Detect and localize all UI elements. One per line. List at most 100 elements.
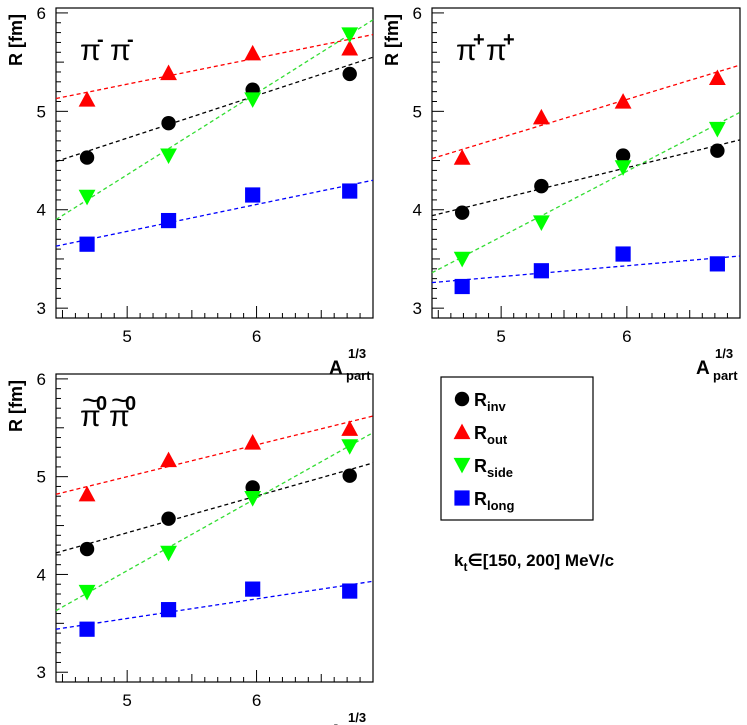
x-tick-label: 5 bbox=[122, 691, 131, 710]
data-point-r-out bbox=[78, 91, 96, 107]
x-axis-sub: part bbox=[713, 368, 738, 383]
data-point-r-out bbox=[453, 149, 471, 165]
fit-line-r-long bbox=[431, 255, 741, 284]
y-tick-label: 5 bbox=[413, 102, 422, 121]
legend-sub: side bbox=[487, 465, 513, 480]
data-point-r-inv bbox=[342, 468, 357, 483]
legend-label-out: Rout bbox=[474, 423, 508, 447]
tilde-mark: ~ bbox=[111, 384, 129, 417]
panel-title: π0π0 bbox=[80, 393, 136, 433]
fit-line-r-side bbox=[55, 432, 374, 612]
data-point-r-side bbox=[244, 92, 262, 108]
fit-line-r-long bbox=[55, 580, 374, 630]
kt-range: ∈[150, 200] MeV/c bbox=[467, 551, 614, 570]
x-tick-label: 6 bbox=[252, 327, 261, 346]
panel-title: π-π- bbox=[80, 29, 134, 67]
x-axis-sup: 1/3 bbox=[348, 710, 366, 725]
panel-title-sup2: 0 bbox=[125, 393, 136, 415]
legend-sub: inv bbox=[487, 399, 507, 414]
fit-line-r-out bbox=[55, 415, 374, 495]
data-point-r-side bbox=[341, 27, 359, 43]
panel-title-sup2: - bbox=[127, 29, 134, 51]
data-point-r-inv bbox=[454, 205, 470, 220]
data-point-r-inv bbox=[161, 511, 176, 526]
panel-title-main2: π bbox=[486, 34, 507, 67]
kt-symbol: k bbox=[454, 551, 464, 570]
data-point-r-long bbox=[342, 183, 358, 199]
panel-title-sup2: + bbox=[503, 29, 515, 51]
data-point-r-inv bbox=[245, 480, 260, 495]
fit-line-r-inv bbox=[431, 139, 741, 217]
fit-line-r-long bbox=[55, 179, 374, 247]
x-axis-base: A bbox=[329, 358, 343, 379]
panel-title-sup: 0 bbox=[96, 393, 107, 415]
data-point-r-side bbox=[244, 491, 262, 507]
data-point-r-out bbox=[708, 69, 726, 86]
y-axis-label: R [fm] bbox=[6, 14, 26, 66]
kt-range-label: kt∈[150, 200] MeV/c bbox=[454, 551, 614, 574]
panel-title-main2: π bbox=[110, 34, 131, 67]
x-axis-sup: 1/3 bbox=[715, 346, 733, 361]
y-tick-label: 6 bbox=[413, 4, 422, 23]
legend-label-side: Rside bbox=[474, 456, 513, 480]
panel-title-main: π bbox=[456, 34, 477, 67]
x-axis-sub: part bbox=[346, 368, 371, 383]
data-point-r-inv bbox=[161, 115, 176, 131]
legend-marker-inv bbox=[454, 391, 470, 407]
data-point-r-side bbox=[78, 584, 96, 601]
legend-symbol: R bbox=[474, 489, 487, 509]
fit-line-r-inv bbox=[55, 56, 374, 163]
legend-sub: out bbox=[487, 432, 508, 447]
data-point-r-out bbox=[160, 64, 177, 81]
y-tick-label: 3 bbox=[37, 299, 46, 318]
data-point-r-out bbox=[614, 93, 632, 109]
x-tick-label: 6 bbox=[252, 691, 261, 710]
data-point-r-long bbox=[160, 602, 177, 618]
fit-line-r-out bbox=[55, 33, 374, 100]
data-point-r-side bbox=[614, 160, 632, 176]
fit-line-r-side bbox=[431, 111, 741, 274]
data-point-r-inv bbox=[534, 178, 549, 194]
data-point-r-long bbox=[615, 246, 631, 262]
y-tick-label: 4 bbox=[413, 201, 422, 220]
data-point-r-inv bbox=[79, 541, 95, 557]
legend-label-inv: Rinv bbox=[474, 390, 507, 414]
data-point-r-out bbox=[244, 44, 262, 61]
data-point-r-long bbox=[160, 212, 177, 229]
data-point-r-out bbox=[532, 108, 550, 125]
panel-title-main2: π bbox=[109, 400, 130, 433]
x-axis-sup: 1/3 bbox=[348, 346, 366, 361]
legend-marker-out bbox=[453, 423, 471, 440]
y-tick-label: 5 bbox=[37, 102, 46, 121]
data-point-r-side bbox=[78, 189, 96, 206]
data-point-r-side bbox=[532, 215, 550, 231]
data-point-r-long bbox=[533, 263, 549, 279]
x-tick-label: 6 bbox=[622, 327, 631, 346]
legend-marker-long bbox=[454, 490, 470, 506]
data-point-r-long bbox=[79, 621, 95, 637]
data-point-r-inv bbox=[615, 148, 631, 163]
y-tick-label: 5 bbox=[37, 468, 46, 487]
x-axis-base: A bbox=[329, 722, 343, 725]
data-point-r-side bbox=[708, 121, 726, 138]
data-point-r-inv bbox=[342, 66, 357, 82]
data-point-r-long bbox=[79, 236, 95, 252]
fit-line-r-out bbox=[431, 64, 741, 160]
data-point-r-long bbox=[454, 278, 470, 295]
data-point-r-inv bbox=[710, 143, 725, 158]
data-point-r-inv bbox=[79, 150, 95, 165]
y-axis-label: R [fm] bbox=[6, 380, 26, 432]
data-point-r-side bbox=[160, 148, 177, 165]
data-point-r-long bbox=[245, 187, 261, 203]
panel-title-main: π bbox=[80, 400, 101, 433]
legend-symbol: R bbox=[474, 390, 487, 410]
tilde-mark: ~ bbox=[82, 384, 100, 417]
kt-sub: t bbox=[463, 560, 467, 574]
data-point-r-out bbox=[78, 485, 96, 502]
data-point-r-out bbox=[160, 451, 177, 468]
y-tick-label: 4 bbox=[37, 565, 46, 584]
